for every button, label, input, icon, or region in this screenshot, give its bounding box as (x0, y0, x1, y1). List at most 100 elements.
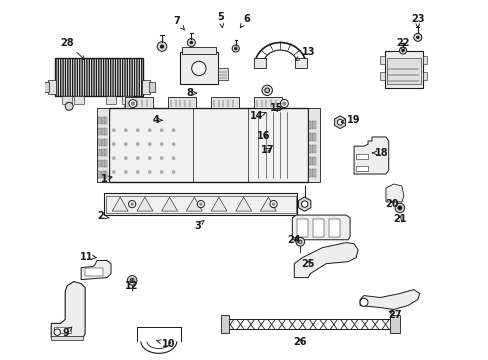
FancyBboxPatch shape (101, 160, 102, 167)
Circle shape (160, 45, 163, 48)
Circle shape (159, 116, 166, 124)
Polygon shape (386, 58, 420, 84)
FancyBboxPatch shape (101, 149, 102, 157)
Polygon shape (384, 50, 422, 88)
Circle shape (131, 203, 133, 205)
Circle shape (148, 129, 151, 132)
FancyBboxPatch shape (309, 145, 310, 153)
Circle shape (191, 61, 205, 76)
Circle shape (413, 33, 421, 41)
Circle shape (359, 298, 367, 306)
FancyBboxPatch shape (311, 121, 313, 129)
Polygon shape (97, 108, 109, 182)
Circle shape (124, 143, 127, 146)
Polygon shape (307, 108, 320, 182)
FancyBboxPatch shape (105, 149, 107, 157)
Circle shape (298, 240, 301, 243)
Circle shape (275, 147, 277, 148)
Polygon shape (211, 97, 239, 108)
Text: 4: 4 (152, 115, 162, 125)
Circle shape (187, 39, 195, 46)
Text: 17: 17 (260, 145, 273, 155)
Polygon shape (334, 116, 345, 129)
Circle shape (197, 201, 204, 208)
Polygon shape (220, 315, 228, 333)
Text: 14: 14 (249, 111, 265, 121)
Polygon shape (312, 219, 324, 237)
Polygon shape (253, 58, 265, 68)
FancyBboxPatch shape (309, 134, 310, 141)
Polygon shape (235, 197, 251, 211)
FancyBboxPatch shape (105, 139, 107, 146)
Circle shape (199, 203, 202, 205)
Polygon shape (355, 166, 367, 171)
Circle shape (264, 88, 269, 93)
Circle shape (124, 157, 127, 160)
FancyBboxPatch shape (105, 171, 107, 178)
Circle shape (160, 170, 163, 174)
Polygon shape (85, 269, 103, 276)
Circle shape (232, 45, 239, 52)
Text: 19: 19 (341, 115, 360, 125)
Circle shape (271, 143, 281, 152)
Polygon shape (180, 53, 217, 84)
FancyBboxPatch shape (309, 157, 310, 165)
Circle shape (136, 143, 139, 146)
FancyBboxPatch shape (311, 134, 313, 141)
FancyBboxPatch shape (101, 139, 102, 146)
Circle shape (112, 143, 115, 146)
Polygon shape (422, 72, 427, 80)
FancyBboxPatch shape (314, 145, 315, 153)
Polygon shape (328, 219, 340, 237)
Polygon shape (62, 96, 72, 104)
Circle shape (148, 157, 151, 160)
FancyBboxPatch shape (309, 169, 310, 177)
Circle shape (172, 129, 175, 132)
Circle shape (401, 49, 404, 52)
Circle shape (157, 42, 166, 51)
Circle shape (131, 102, 134, 105)
Circle shape (270, 133, 273, 136)
Polygon shape (294, 243, 357, 278)
Circle shape (148, 170, 151, 174)
Polygon shape (137, 197, 153, 211)
Circle shape (125, 102, 133, 110)
FancyBboxPatch shape (98, 171, 100, 178)
Circle shape (124, 129, 127, 132)
FancyBboxPatch shape (103, 139, 104, 146)
Polygon shape (254, 97, 282, 108)
Polygon shape (43, 82, 49, 92)
Circle shape (397, 206, 401, 210)
FancyBboxPatch shape (103, 117, 104, 124)
Circle shape (273, 145, 278, 150)
Text: 11: 11 (80, 252, 97, 261)
Polygon shape (55, 58, 142, 96)
Circle shape (136, 170, 139, 174)
Polygon shape (261, 118, 268, 126)
Polygon shape (51, 336, 83, 340)
Circle shape (271, 116, 288, 133)
Polygon shape (260, 197, 276, 211)
Polygon shape (54, 328, 71, 333)
Text: 1: 1 (101, 174, 112, 184)
FancyBboxPatch shape (105, 117, 107, 124)
FancyBboxPatch shape (103, 160, 104, 167)
Polygon shape (182, 46, 215, 54)
Circle shape (160, 143, 163, 146)
Polygon shape (51, 282, 85, 337)
Polygon shape (389, 315, 399, 333)
Text: 18: 18 (371, 148, 388, 158)
FancyBboxPatch shape (311, 157, 313, 165)
Circle shape (295, 237, 304, 246)
Polygon shape (266, 110, 294, 138)
Polygon shape (186, 197, 202, 211)
Circle shape (262, 85, 272, 95)
Circle shape (112, 129, 115, 132)
Polygon shape (217, 68, 227, 80)
Circle shape (148, 143, 151, 146)
Polygon shape (156, 112, 169, 128)
FancyBboxPatch shape (103, 149, 104, 157)
Text: 6: 6 (240, 14, 249, 28)
Polygon shape (122, 96, 131, 104)
Text: 26: 26 (293, 337, 306, 347)
